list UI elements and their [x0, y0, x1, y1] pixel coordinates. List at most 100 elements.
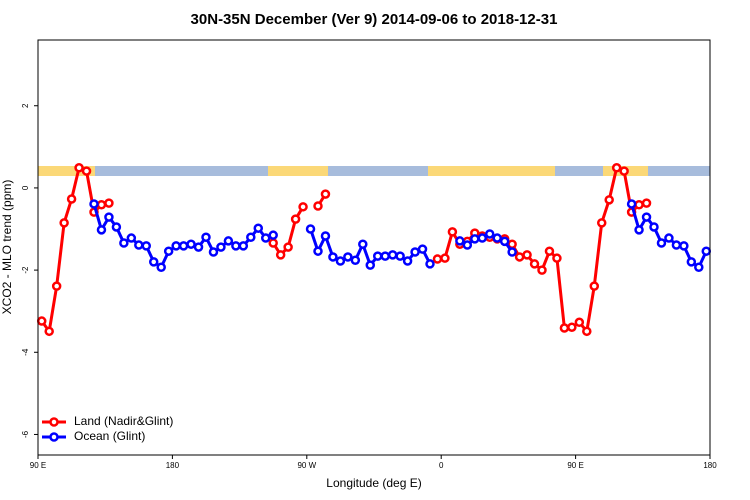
- data-point: [134, 240, 144, 250]
- data-point: [664, 233, 674, 243]
- data-point: [537, 265, 547, 275]
- data-point: [544, 246, 555, 256]
- x-tick-label: 180: [703, 461, 717, 470]
- data-point: [328, 252, 338, 262]
- plot-frame: [37, 39, 711, 456]
- data-point: [484, 229, 495, 239]
- data-point: [634, 200, 644, 210]
- data-point: [686, 257, 697, 267]
- data-point: [268, 238, 278, 248]
- data-point: [156, 262, 166, 272]
- data-point: [335, 256, 346, 266]
- data-point: [298, 202, 308, 212]
- data-point: [216, 242, 226, 252]
- data-point: [380, 251, 390, 261]
- data-point: [111, 222, 122, 232]
- data-point: [231, 241, 241, 251]
- legend-label: Land (Nadir&Glint): [74, 414, 173, 428]
- x-tick-label: 90 E: [30, 461, 46, 470]
- x-tick-label: 90 E: [567, 461, 583, 470]
- data-point: [148, 257, 159, 267]
- data-point: [141, 241, 152, 251]
- data-point: [514, 252, 525, 262]
- data-point: [679, 241, 689, 251]
- data-point: [529, 259, 540, 269]
- data-point: [126, 233, 137, 243]
- data-point: [320, 231, 331, 241]
- y-tick-label: -4: [21, 348, 30, 356]
- data-point: [260, 233, 271, 243]
- data-point: [656, 238, 667, 248]
- data-point: [447, 227, 458, 237]
- data-point: [201, 232, 211, 242]
- data-point: [96, 200, 107, 210]
- data-point: [253, 223, 264, 233]
- data-point: [193, 242, 204, 252]
- y-tick-label: -2: [21, 266, 30, 274]
- data-point: [350, 255, 361, 265]
- y-tick-label: 2: [21, 103, 30, 108]
- data-point: [440, 253, 450, 263]
- data-point: [477, 233, 488, 243]
- data-point: [365, 260, 376, 270]
- data-point: [567, 322, 577, 332]
- data-point: [119, 238, 129, 248]
- data-point: [596, 218, 607, 228]
- data-point: [283, 242, 293, 252]
- data-point: [313, 246, 323, 256]
- data-point: [619, 166, 629, 176]
- data-point: [104, 212, 114, 222]
- data-point: [238, 241, 249, 251]
- data-point: [432, 254, 443, 264]
- data-point: [499, 236, 510, 247]
- data-point: [701, 246, 712, 256]
- data-point: [470, 234, 480, 244]
- land-ocean-strip: [38, 166, 710, 176]
- data-point: [410, 247, 420, 257]
- data-point: [552, 253, 562, 263]
- data-point: [402, 256, 413, 266]
- data-point: [268, 230, 278, 240]
- data-point: [178, 241, 189, 251]
- legend-marker: [49, 432, 59, 442]
- data-point: [44, 326, 54, 337]
- x-axis-label: Longitude (deg E): [326, 476, 421, 490]
- data-point: [163, 246, 174, 256]
- data-point: [66, 194, 77, 204]
- data-point: [343, 252, 353, 262]
- legend-marker: [49, 417, 59, 427]
- data-point: [522, 250, 532, 260]
- data-point: [589, 281, 600, 291]
- data-point: [74, 163, 84, 173]
- data-point: [417, 244, 428, 254]
- data-point: [305, 224, 316, 234]
- data-point: [320, 189, 331, 199]
- data-point: [358, 239, 368, 249]
- data-point: [246, 232, 256, 242]
- data-point: [634, 225, 644, 235]
- y-tick-label: 0: [21, 185, 30, 190]
- data-point: [171, 241, 181, 251]
- data-point: [81, 166, 92, 176]
- y-axis-label: XCO2 - MLO trend (ppm): [0, 180, 14, 315]
- data-point: [574, 317, 585, 328]
- data-point: [694, 262, 704, 272]
- data-point: [313, 201, 323, 211]
- data-point: [290, 214, 301, 224]
- data-point: [641, 212, 652, 222]
- data-point: [51, 281, 62, 291]
- data-point: [582, 326, 592, 337]
- data-point: [559, 323, 570, 333]
- data-point: [372, 251, 383, 261]
- x-tick-label: 180: [166, 461, 180, 470]
- data-point: [395, 251, 405, 261]
- data-point: [507, 247, 517, 257]
- chart-title: 30N-35N December (Ver 9) 2014-09-06 to 2…: [191, 11, 558, 28]
- legend-label: Ocean (Glint): [74, 429, 145, 443]
- data-point: [492, 233, 502, 243]
- data-point: [611, 163, 622, 173]
- data-point: [89, 199, 99, 209]
- y-tick-label: -6: [21, 430, 30, 438]
- data-point: [387, 250, 398, 260]
